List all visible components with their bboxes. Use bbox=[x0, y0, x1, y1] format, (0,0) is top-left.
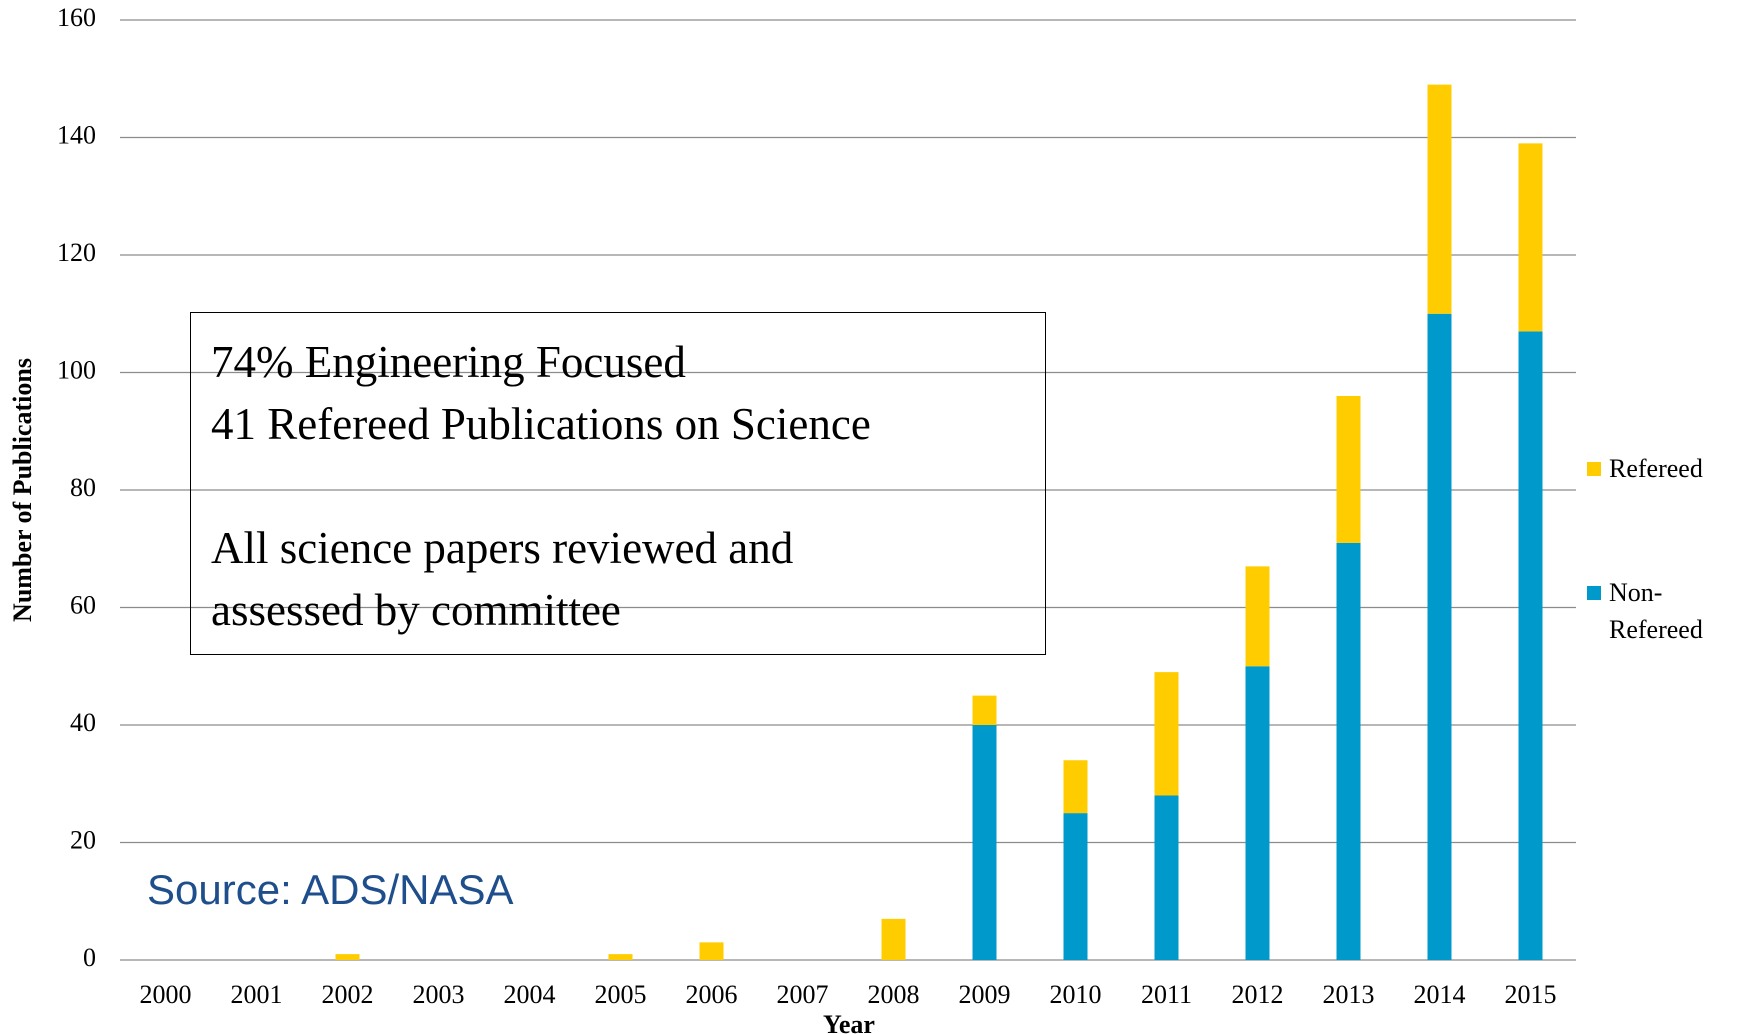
bar-segment bbox=[1154, 672, 1179, 796]
bar-segment bbox=[1245, 666, 1270, 960]
x-tick-label: 2007 bbox=[777, 980, 829, 1009]
y-tick-label: 60 bbox=[70, 590, 96, 619]
y-tick-label: 20 bbox=[70, 825, 96, 854]
annotation-line: assessed by committee bbox=[211, 585, 621, 635]
bar-segment bbox=[1518, 143, 1543, 332]
bar-segment bbox=[972, 725, 997, 960]
source: Source: ADS/NASA bbox=[147, 866, 514, 913]
x-tick-label: 2006 bbox=[686, 980, 738, 1009]
bar-segment bbox=[972, 695, 997, 725]
bar-segment bbox=[881, 918, 906, 960]
annotation-line: 74% Engineering Focused bbox=[211, 337, 686, 387]
y-axis-label: Number of Publications bbox=[8, 358, 37, 622]
bar-segment bbox=[1427, 84, 1452, 314]
x-tick-label: 2001 bbox=[231, 980, 283, 1009]
x-axis-label: Year bbox=[823, 1010, 875, 1034]
bar-segment bbox=[1154, 795, 1179, 960]
x-tick-label: 2002 bbox=[322, 980, 374, 1009]
bar-segment bbox=[608, 954, 633, 960]
y-tick-label: 80 bbox=[70, 473, 96, 502]
legend-label: Non-Refereed bbox=[1609, 578, 1703, 644]
legend-label: Refereed bbox=[1609, 454, 1703, 483]
bar-segment bbox=[1518, 331, 1543, 960]
annotation-line: All science papers reviewed and bbox=[211, 523, 794, 573]
y-tick-label: 100 bbox=[57, 355, 96, 384]
x-tick-label: 2004 bbox=[504, 980, 556, 1009]
y-tick-label: 140 bbox=[57, 120, 96, 149]
x-tick-label: 2005 bbox=[595, 980, 647, 1009]
bar-segment bbox=[1063, 813, 1088, 960]
legend-swatch bbox=[1587, 586, 1601, 600]
annotation-box: 74% Engineering Focused 41 Refereed Publ… bbox=[190, 312, 1046, 655]
bar-segment bbox=[1245, 566, 1270, 667]
bar-segment bbox=[1427, 313, 1452, 960]
y-tick-label: 0 bbox=[83, 943, 96, 972]
x-tick-label: 2009 bbox=[959, 980, 1011, 1009]
bar-segment bbox=[1063, 760, 1088, 814]
legend-swatch bbox=[1587, 462, 1601, 476]
annotation-line: 41 Refereed Publications on Science bbox=[211, 399, 871, 449]
y-tick-label: 160 bbox=[57, 3, 96, 32]
y-tick-label: 40 bbox=[70, 708, 96, 737]
x-tick-label: 2012 bbox=[1232, 980, 1284, 1009]
x-tick-label: 2000 bbox=[140, 980, 192, 1009]
x-tick-label: 2010 bbox=[1050, 980, 1102, 1009]
y-tick-label: 120 bbox=[57, 238, 96, 267]
x-tick-label: 2013 bbox=[1323, 980, 1375, 1009]
spacer bbox=[211, 455, 1025, 517]
bar-segment bbox=[699, 942, 724, 960]
bar-segment bbox=[335, 954, 360, 960]
bar-segment bbox=[1336, 542, 1361, 960]
x-tick-label: 2008 bbox=[868, 980, 920, 1009]
x-tick-label: 2011 bbox=[1141, 980, 1192, 1009]
x-tick-label: 2015 bbox=[1505, 980, 1557, 1009]
bar-segment bbox=[1336, 396, 1361, 543]
x-tick-label: 2014 bbox=[1414, 980, 1466, 1009]
x-tick-label: 2003 bbox=[413, 980, 465, 1009]
